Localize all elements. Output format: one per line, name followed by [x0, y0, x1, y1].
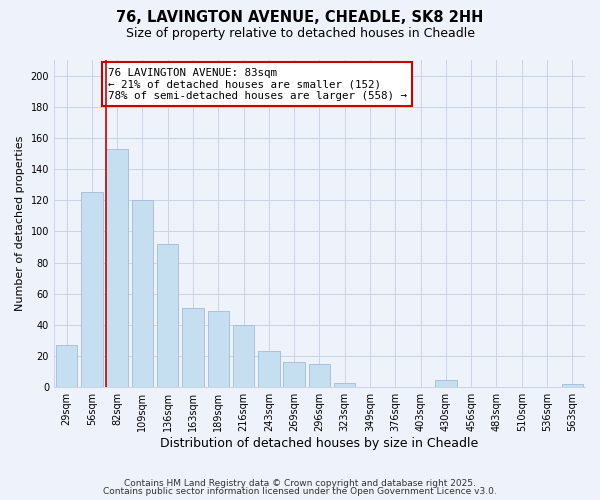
Bar [283, 362, 305, 388]
Text: 76, LAVINGTON AVENUE, CHEADLE, SK8 2HH: 76, LAVINGTON AVENUE, CHEADLE, SK8 2HH [116, 10, 484, 25]
Text: Contains public sector information licensed under the Open Government Licence v3: Contains public sector information licen… [103, 487, 497, 496]
Bar [208, 311, 229, 388]
Bar [106, 149, 128, 388]
Text: Size of property relative to detached houses in Cheadle: Size of property relative to detached ho… [125, 28, 475, 40]
Bar [157, 244, 178, 388]
Bar [81, 192, 103, 388]
Bar [309, 364, 330, 388]
X-axis label: Distribution of detached houses by size in Cheadle: Distribution of detached houses by size … [160, 437, 479, 450]
Bar [562, 384, 583, 388]
Bar [56, 345, 77, 388]
Bar [182, 308, 204, 388]
Bar [233, 325, 254, 388]
Bar [334, 382, 355, 388]
Bar [435, 380, 457, 388]
Text: Contains HM Land Registry data © Crown copyright and database right 2025.: Contains HM Land Registry data © Crown c… [124, 478, 476, 488]
Text: 76 LAVINGTON AVENUE: 83sqm
← 21% of detached houses are smaller (152)
78% of sem: 76 LAVINGTON AVENUE: 83sqm ← 21% of deta… [107, 68, 407, 101]
Y-axis label: Number of detached properties: Number of detached properties [15, 136, 25, 312]
Bar [258, 352, 280, 388]
Bar [131, 200, 153, 388]
